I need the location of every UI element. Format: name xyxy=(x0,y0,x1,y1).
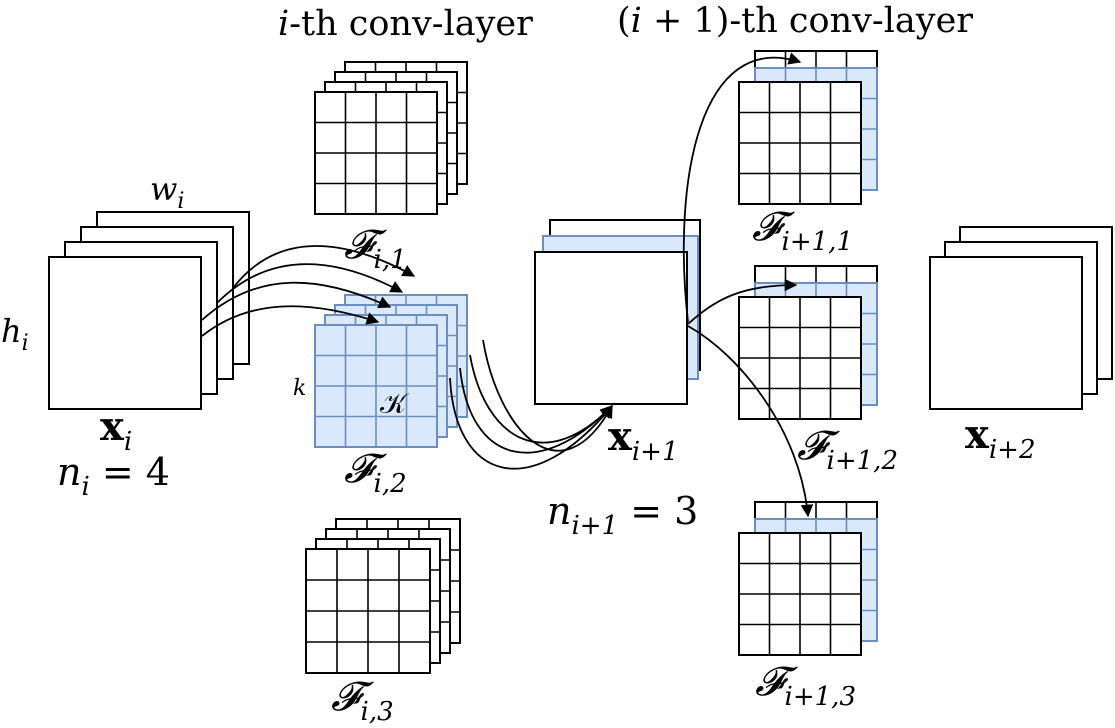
filter-i1-stack xyxy=(314,61,468,215)
filter-i13-stack xyxy=(738,501,878,656)
layer-i1-title: (i + 1)-th conv-layer xyxy=(617,1,973,41)
input-x-i-stack xyxy=(48,211,250,410)
filter-i12-channel-1 xyxy=(738,296,862,420)
filter-i12-label: 𝓕i+1,2 xyxy=(797,423,898,476)
output-x-i2-label: xi+2 xyxy=(965,411,1036,465)
output-x-i2-channel-1 xyxy=(929,256,1083,410)
width-label: wi xyxy=(150,170,184,214)
arrow-input-to-kernel-4 xyxy=(201,305,380,337)
diagram-shapes xyxy=(48,50,1113,674)
filter-i1-label: 𝓕i,1 xyxy=(344,222,407,275)
n-i1-label: ni+1 = 3 xyxy=(547,489,698,541)
filter-i3-channel-1 xyxy=(305,548,431,674)
input-x-i-channel-1 xyxy=(48,256,202,410)
output-x-i1-channel-1 xyxy=(534,251,688,405)
kernel-label: 𝒦 xyxy=(380,387,410,420)
filter-i3-stack xyxy=(305,518,461,674)
filter-i11-stack xyxy=(738,50,878,205)
input-x-i-label: xi xyxy=(100,403,132,457)
kernel-size-label: k xyxy=(293,376,306,401)
arrow-input-to-kernel-3 xyxy=(201,281,392,321)
arrow-input-to-kernel-2 xyxy=(216,263,404,304)
filter-i11-label: 𝓕i+1,1 xyxy=(752,204,853,257)
arrow-output-to-filter-i12 xyxy=(687,278,798,325)
arrow-kernel-to-output-4 xyxy=(449,377,613,470)
layer-i-title: i-th conv-layer xyxy=(278,4,533,44)
arrow-output-to-filter-i13 xyxy=(687,325,814,518)
output-x-i2-stack xyxy=(929,226,1113,410)
filter-i13-label: 𝓕i+1,3 xyxy=(755,659,856,712)
n-i-label: ni = 4 xyxy=(57,450,170,502)
filter-i2-channel-1 xyxy=(314,324,438,448)
diagram-labels: i-th conv-layer (i + 1)-th conv-layer wi… xyxy=(1,1,1036,727)
arrow-output-to-filter-i11 xyxy=(682,52,802,323)
arrow-kernel-to-output-3 xyxy=(459,367,613,454)
output-x-i1-stack xyxy=(534,219,701,405)
filter-i2-stack xyxy=(314,294,468,448)
filter-i3-label: 𝓕i,3 xyxy=(331,674,394,727)
filter-i12-stack xyxy=(738,265,878,420)
filter-i2-label: 𝓕i,2 xyxy=(344,446,407,499)
diagram-arrows xyxy=(201,52,814,518)
arrow-input-to-kernel-1 xyxy=(232,245,416,289)
output-x-i1-label: xi+1 xyxy=(608,413,679,467)
filter-i1-channel-1 xyxy=(314,91,438,215)
filter-i11-channel-1 xyxy=(738,81,862,205)
filter-i13-channel-1 xyxy=(738,532,862,656)
height-label: hi xyxy=(1,312,29,356)
